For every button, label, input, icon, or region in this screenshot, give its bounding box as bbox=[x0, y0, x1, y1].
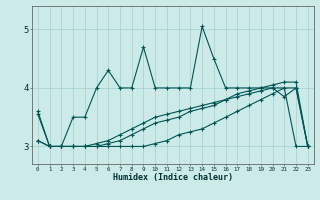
X-axis label: Humidex (Indice chaleur): Humidex (Indice chaleur) bbox=[113, 173, 233, 182]
